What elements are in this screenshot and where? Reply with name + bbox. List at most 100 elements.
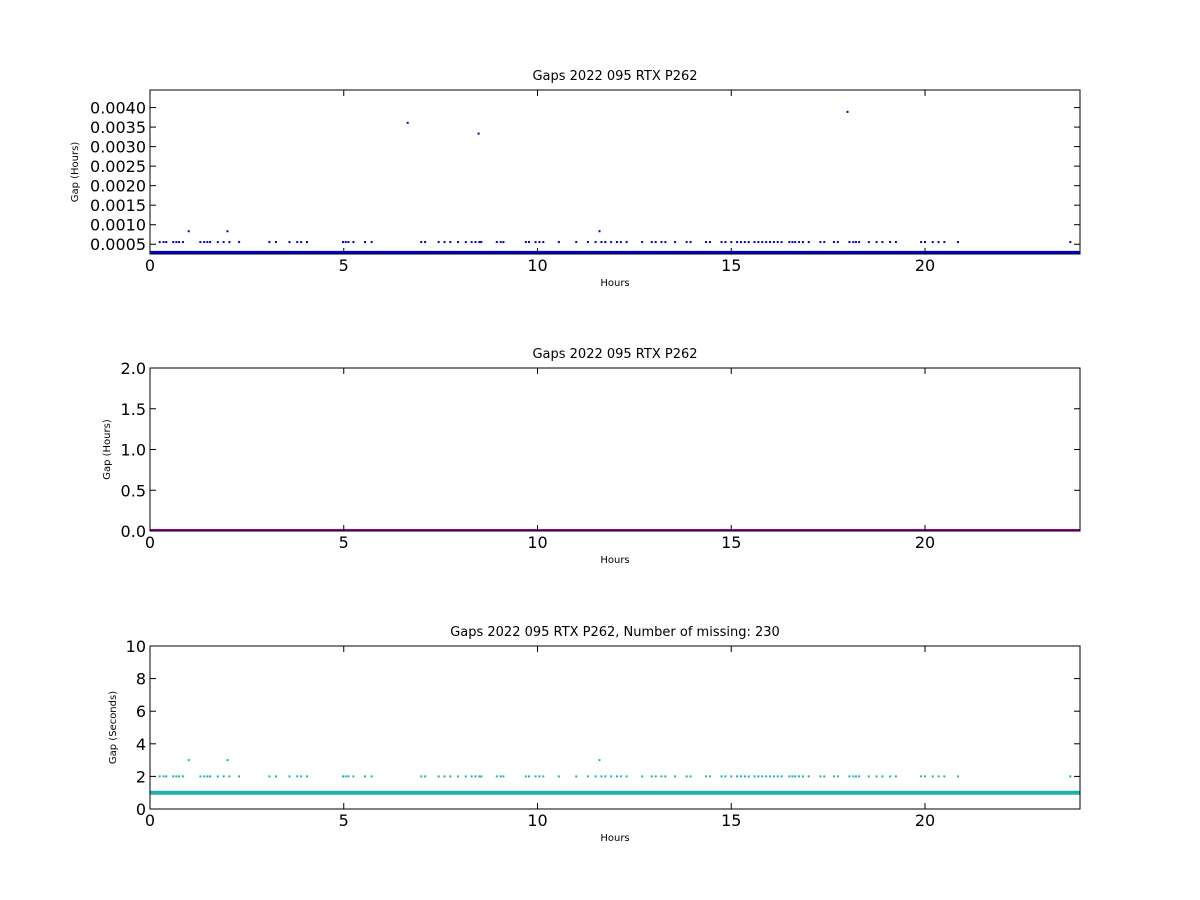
data-point <box>443 775 446 778</box>
data-point <box>776 775 779 778</box>
data-point <box>206 241 209 244</box>
data-point <box>674 775 677 778</box>
data-point <box>499 775 502 778</box>
data-point <box>495 241 498 244</box>
data-point <box>480 241 483 244</box>
y-tick-label: 0 <box>136 800 146 819</box>
data-point <box>424 775 427 778</box>
data-point <box>867 241 870 244</box>
data-point <box>674 241 677 244</box>
x-tick-label: 15 <box>721 533 741 552</box>
y-tick-label: 0.0 <box>121 522 146 541</box>
x-tick-label: 5 <box>339 811 349 830</box>
data-point <box>222 775 225 778</box>
data-point <box>187 759 190 762</box>
data-point <box>464 241 467 244</box>
x-tick-label: 0 <box>145 256 155 275</box>
data-point <box>464 775 467 778</box>
data-point <box>625 241 628 244</box>
data-point <box>924 241 926 244</box>
data-point <box>610 775 613 778</box>
data-point <box>424 241 427 244</box>
data-point <box>889 241 892 244</box>
data-point <box>228 775 231 778</box>
data-point <box>228 241 231 244</box>
data-point <box>619 775 622 778</box>
data-point <box>538 775 541 778</box>
data-point <box>708 241 711 244</box>
data-point <box>846 110 849 113</box>
data-point <box>780 241 783 244</box>
data-point <box>344 775 347 778</box>
data-point <box>172 775 175 778</box>
data-point <box>478 775 481 778</box>
data-point <box>524 241 527 244</box>
data-point <box>352 775 355 778</box>
data-point <box>341 241 344 244</box>
data-point <box>852 241 855 244</box>
data-point <box>610 241 613 244</box>
data-point <box>470 241 473 244</box>
data-point <box>274 775 277 778</box>
data-point <box>894 241 897 244</box>
axes-frame <box>149 645 1081 810</box>
data-point <box>341 775 344 778</box>
data-point <box>765 775 768 778</box>
data-point <box>478 241 481 244</box>
y-tick-label: 0.0015 <box>90 196 146 215</box>
data-point <box>495 775 498 778</box>
data-point <box>181 241 184 244</box>
data-point <box>743 241 746 244</box>
data-point <box>894 775 897 778</box>
data-point <box>875 775 878 778</box>
data-point <box>798 775 801 778</box>
data-point <box>772 775 775 778</box>
data-point <box>502 241 505 244</box>
data-point <box>600 775 603 778</box>
data-point <box>689 775 692 778</box>
data-point <box>791 241 794 244</box>
axes-frame <box>149 89 1081 255</box>
data-point <box>931 241 934 244</box>
data-point <box>300 775 303 778</box>
data-point <box>819 241 822 244</box>
data-point <box>881 241 884 244</box>
data-point <box>757 775 760 778</box>
data-point <box>598 230 601 233</box>
data-point <box>798 241 801 244</box>
data-point <box>557 241 560 244</box>
data-point <box>650 775 653 778</box>
data-point <box>730 775 733 778</box>
data-point <box>557 775 560 778</box>
data-point <box>575 775 578 778</box>
data-point <box>274 241 277 244</box>
y-tick-label: 0.0020 <box>90 177 146 196</box>
y-axis-label: Gap (Hours) <box>70 142 81 203</box>
data-point <box>761 241 764 244</box>
data-point <box>420 241 423 244</box>
data-point <box>364 241 367 244</box>
data-point <box>705 775 708 778</box>
y-tick-label: 0.0025 <box>90 157 146 176</box>
data-point <box>527 241 530 244</box>
data-point <box>594 241 597 244</box>
gap-seconds-panel: Gaps 2022 095 RTX P262, Number of missin… <box>108 625 1081 844</box>
data-point <box>288 241 291 244</box>
data-point <box>654 775 657 778</box>
chart-title: Gaps 2022 095 RTX P262, Number of missin… <box>450 625 780 640</box>
data-point <box>836 241 839 244</box>
data-point <box>443 241 446 244</box>
data-point <box>788 241 791 244</box>
data-point <box>305 241 308 244</box>
data-point <box>852 775 855 778</box>
data-point <box>437 775 440 778</box>
data-point <box>664 241 667 244</box>
y-tick-label: 0.5 <box>121 481 146 500</box>
data-point <box>641 241 644 244</box>
data-point <box>823 775 826 778</box>
y-tick-label: 0.0030 <box>90 138 146 157</box>
data-point <box>801 241 804 244</box>
data-point <box>823 241 826 244</box>
data-point <box>708 775 711 778</box>
